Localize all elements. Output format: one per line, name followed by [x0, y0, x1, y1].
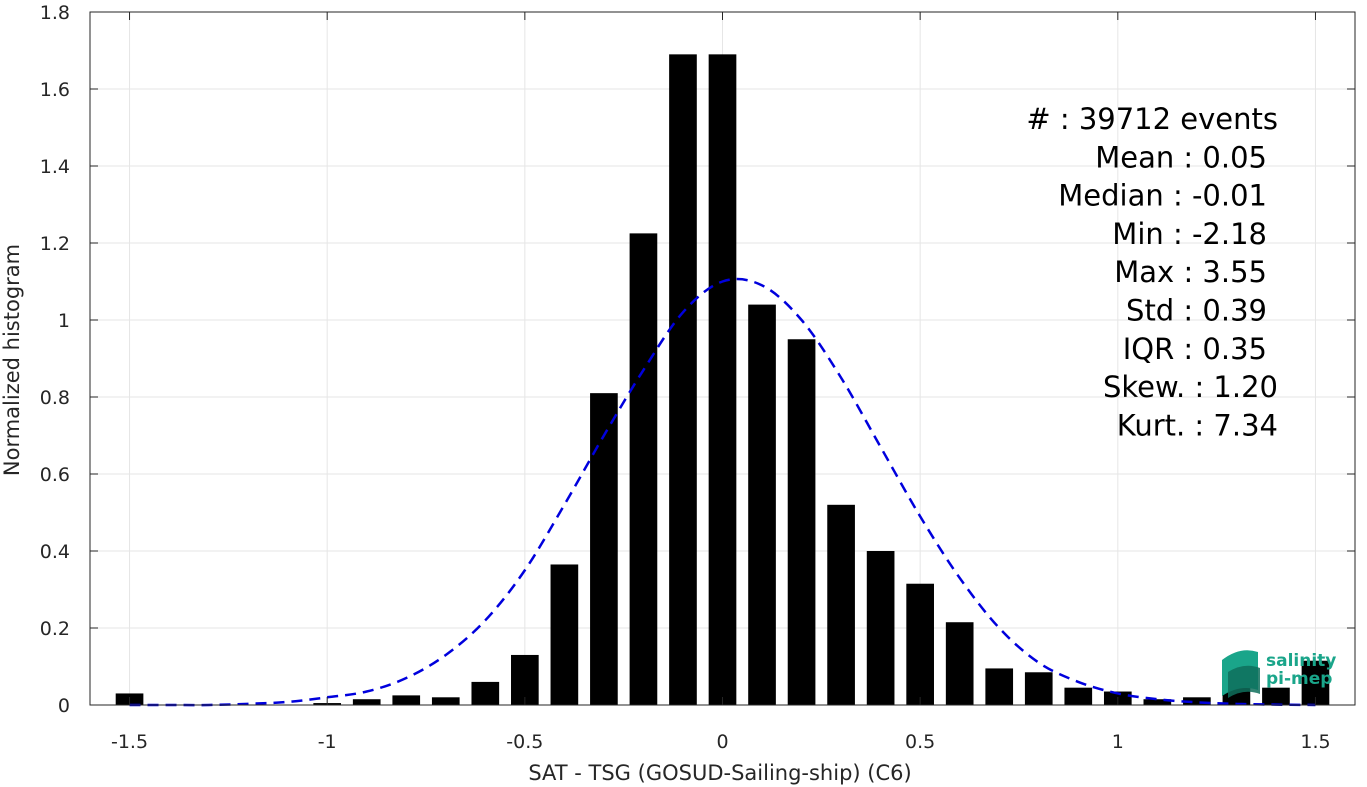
stat-line: Min : -2.18 — [1112, 217, 1267, 251]
x-tick-label: 0 — [716, 731, 728, 753]
histogram-bar — [748, 304, 776, 705]
histogram-bar — [906, 583, 934, 705]
y-tick-label: 1.6 — [40, 79, 70, 101]
histogram-bar — [985, 668, 1014, 705]
y-tick-label: 1.4 — [40, 156, 70, 178]
histogram-bar — [1262, 687, 1290, 705]
histogram-bar — [1064, 687, 1093, 705]
logo-mark-icon — [1222, 650, 1260, 698]
y-axis-label: Normalized histogram — [0, 244, 24, 476]
y-tick-label: 0 — [58, 695, 70, 717]
histogram-bar — [352, 699, 381, 705]
x-tick-label: -1.5 — [111, 731, 148, 753]
histogram-bar — [708, 54, 737, 706]
y-tick-label: 0.8 — [40, 387, 70, 409]
stat-line: Std : 0.39 — [1126, 294, 1267, 328]
histogram-bar — [945, 622, 974, 705]
histogram-bar — [1024, 672, 1053, 705]
axis-ticks — [90, 11, 1355, 706]
histogram-bar — [511, 654, 539, 705]
salinity-pi-mep-logo: salinity pi-mep — [1222, 650, 1336, 698]
gaussian-fit-curve — [129, 277, 1316, 707]
x-tick-labels: -1.5 -1 -0.5 0 0.5 1 1.5 — [111, 731, 1331, 753]
y-tick-label: 0.6 — [40, 464, 70, 486]
stat-line: Mean : 0.05 — [1095, 140, 1267, 174]
stat-line: Median : -0.01 — [1058, 179, 1267, 213]
y-tick-label: 1.2 — [40, 233, 70, 255]
histogram-bar — [471, 681, 500, 705]
histogram-bar — [550, 564, 579, 705]
histogram-bars — [115, 54, 1330, 706]
histogram-bar — [1183, 697, 1211, 705]
histogram-bar — [1143, 699, 1172, 705]
stat-line: Max : 3.55 — [1114, 255, 1267, 289]
x-tick-label: 1 — [1112, 731, 1124, 753]
y-tick-label: 0.4 — [40, 541, 70, 563]
x-tick-label: 0.5 — [905, 731, 935, 753]
stat-line: IQR : 0.35 — [1123, 332, 1267, 366]
histogram-bar — [629, 233, 658, 705]
y-tick-labels: 0 0.2 0.4 0.6 0.8 1 1.2 1.4 1.6 1.8 — [40, 2, 70, 717]
stat-line: Kurt. : 7.34 — [1117, 408, 1278, 442]
x-tick-label: -0.5 — [506, 731, 543, 753]
histogram-bar — [669, 54, 697, 706]
histogram-bar — [431, 697, 460, 705]
y-tick-label: 0.2 — [40, 618, 70, 640]
y-tick-label: 1 — [58, 310, 70, 332]
histogram-bar — [827, 504, 855, 705]
x-tick-label: -1 — [318, 731, 337, 753]
histogram-bar — [866, 551, 895, 705]
y-tick-label: 1.8 — [40, 2, 70, 24]
histogram-bar — [787, 339, 816, 705]
x-tick-label: 1.5 — [1300, 731, 1330, 753]
stat-line: Skew. : 1.20 — [1103, 370, 1278, 404]
stat-line: # : 39712 events — [1026, 102, 1278, 136]
histogram-bar — [590, 393, 618, 705]
logo-line2: pi-mep — [1266, 669, 1332, 689]
histogram-bar — [392, 695, 421, 705]
x-axis-label: SAT - TSG (GOSUD-Sailing-ship) (C6) — [528, 761, 911, 785]
logo-line1: salinity — [1266, 651, 1336, 671]
statistics-annotation: # : 39712 events Mean : 0.05 Median : -0.0… — [1026, 102, 1278, 442]
